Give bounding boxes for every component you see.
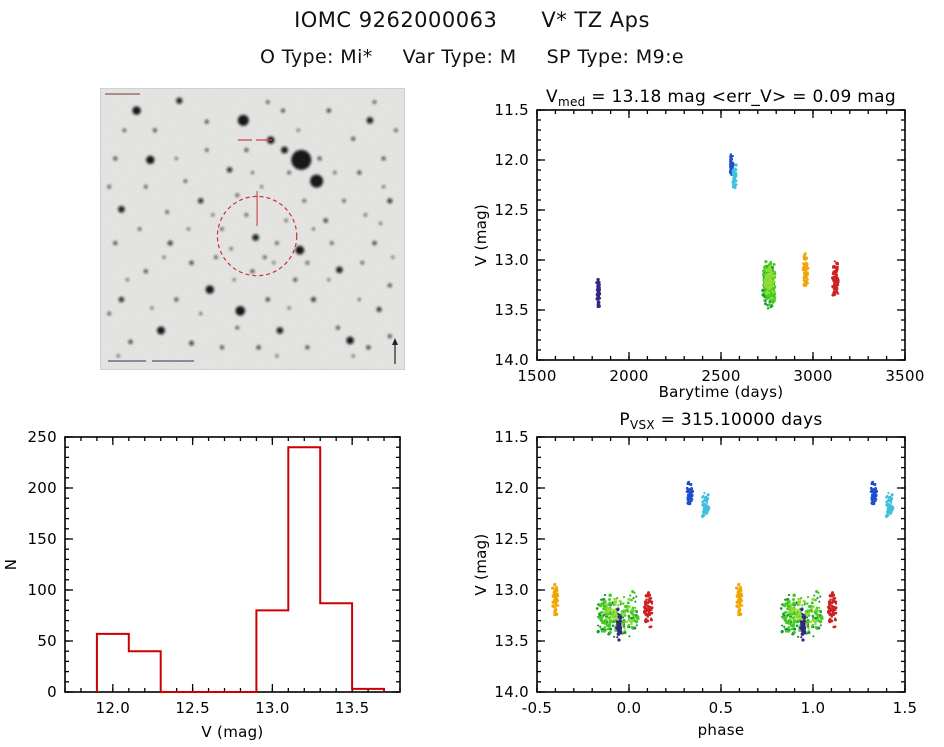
- y-tick-label: 12.0: [494, 151, 529, 169]
- y-tick-label: 13.0: [494, 251, 529, 269]
- y-tick-label: 12.5: [494, 201, 529, 219]
- y-tick-label: 14.0: [494, 351, 529, 369]
- scatter-points: [551, 480, 895, 642]
- y-tick-label: 0: [47, 683, 57, 701]
- phase-folded-svg: -0.5 0.0 0.5 1.0 1.5 11.5 12.0 12.5 13.0 13.5 14.0…: [472, 410, 918, 739]
- y-axis-label: N: [2, 559, 20, 571]
- x-tick-label: 2500: [701, 367, 740, 385]
- histogram-outline: [95, 446, 385, 693]
- y-tick-label: 14.0: [494, 683, 529, 701]
- x-tick-label: 12.5: [175, 699, 210, 717]
- x-tick-label: 1.5: [893, 699, 918, 717]
- x-tick-label: 3000: [793, 367, 832, 385]
- y-axis-label: V (mag): [472, 533, 490, 595]
- target-circle-marker: [216, 195, 298, 277]
- x-tick-label: 1.0: [801, 699, 826, 717]
- object-type: O Type: Mi*: [260, 46, 373, 68]
- finder-annotation-marks: [105, 93, 272, 362]
- x-tick-label: 13.5: [335, 699, 370, 717]
- x-tick-label: 0.0: [617, 699, 642, 717]
- page-title: IOMC 9262000063 V* TZ Aps: [0, 8, 944, 32]
- y-tick-label: 13.0: [494, 581, 529, 599]
- catalog-id: IOMC 9262000063: [294, 8, 498, 32]
- y-tick-label: 50: [37, 632, 57, 650]
- finder-chart-svg: [99, 87, 406, 371]
- page-subtitle: O Type: Mi* Var Type: M SP Type: M9:e: [0, 46, 944, 68]
- axis-ticks: [536, 109, 906, 361]
- x-tick-label: 0.5: [709, 699, 734, 717]
- plot-title: Vmed = 13.18 mag <err_V> = 0.09 mag: [546, 87, 896, 109]
- y-axis-label: V (mag): [472, 204, 490, 266]
- lightcurve-svg: 1500 2000 2500 3000 3500 11.5 12.0 12.5 13.0 13.5…: [472, 87, 924, 401]
- x-axis-label: Barytime (days): [659, 383, 784, 401]
- x-tick-label: 1500: [517, 367, 556, 385]
- y-tick-label: 13.5: [494, 301, 529, 319]
- y-tick-label: 11.5: [494, 101, 529, 119]
- y-tick-label: 250: [27, 428, 57, 446]
- x-tick-label: 13.0: [255, 699, 290, 717]
- plot-frame: [64, 436, 401, 693]
- y-tick-label: 12.0: [494, 479, 529, 497]
- x-axis-label: phase: [698, 721, 745, 739]
- lightcurve-plot: 1500 2000 2500 3000 3500 11.5 12.0 12.5 13.0 13.5…: [470, 75, 944, 410]
- y-tick-label: 12.5: [494, 530, 529, 548]
- finder-chart-image: [99, 87, 406, 371]
- histogram-svg: 12.0 12.5 13.0 13.5 0 50 100 150 200 250 V (mag) N: [2, 428, 401, 741]
- compass-arrow: [392, 338, 398, 364]
- y-tick-label: 100: [27, 581, 57, 599]
- y-tick-label: 150: [27, 530, 57, 548]
- scatter-points: [595, 153, 840, 310]
- spectral-type: SP Type: M9:e: [546, 46, 684, 68]
- plot-frame: [536, 436, 906, 693]
- y-tick-label: 200: [27, 479, 57, 497]
- axis-ticks: [536, 436, 906, 693]
- x-tick-label: -0.5: [522, 699, 552, 717]
- phase-folded-plot: -0.5 0.0 0.5 1.0 1.5 11.5 12.0 12.5 13.0 13.5 14.0…: [470, 405, 944, 747]
- star-name: V* TZ Aps: [541, 8, 650, 32]
- x-tick-label: 2000: [609, 367, 648, 385]
- x-tick-label: 12.0: [96, 699, 131, 717]
- y-tick-label: 11.5: [494, 428, 529, 446]
- y-tick-label: 13.5: [494, 632, 529, 650]
- axis-ticks: [64, 436, 401, 693]
- plot-title: PVSX = 315.10000 days: [619, 410, 822, 432]
- image-noise: [100, 88, 405, 370]
- x-axis-label: V (mag): [201, 723, 263, 741]
- variability-type: Var Type: M: [402, 46, 517, 68]
- x-tick-label: 3500: [885, 367, 924, 385]
- magnitude-histogram-plot: 12.0 12.5 13.0 13.5 0 50 100 150 200 250 V (mag) N: [0, 405, 470, 747]
- plot-frame: [536, 109, 906, 361]
